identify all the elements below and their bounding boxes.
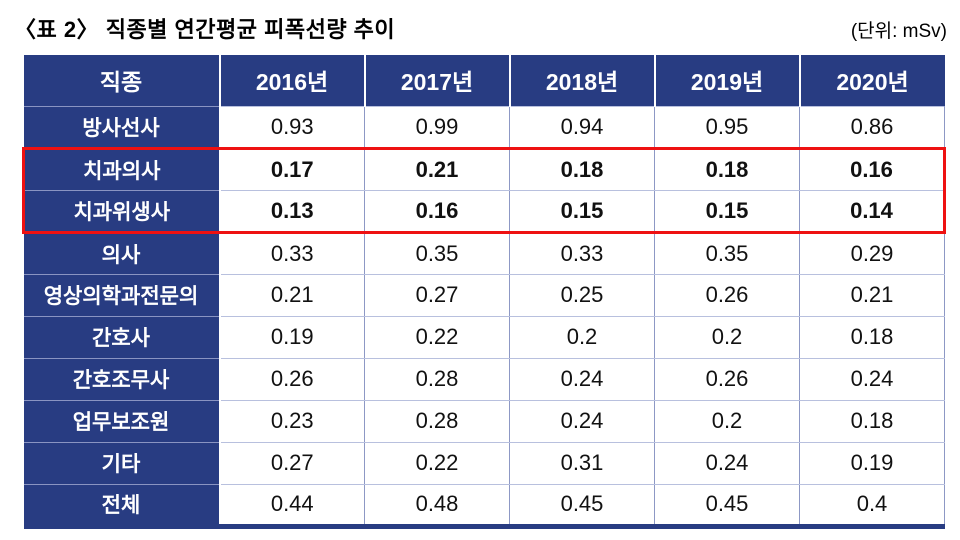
table-row: 치과의사 0.17 0.21 0.18 0.18 0.16 xyxy=(22,146,946,191)
value-cell: 0.31 xyxy=(509,441,655,485)
value-cell: 0.48 xyxy=(364,483,510,527)
table-row: 업무보조원 0.23 0.28 0.24 0.2 0.18 xyxy=(23,399,945,443)
value-cell: 0.22 xyxy=(364,315,510,359)
table-header: 직종 2016년 2017년 2018년 2019년 2020년 xyxy=(23,55,945,106)
document-page: 〈표 2〉 직종별 연간평균 피폭선량 추이 (단위: mSv) 직종 2016년… xyxy=(14,12,947,529)
value-cell: 0.35 xyxy=(654,231,800,275)
value-cell: 0.18 xyxy=(654,146,800,191)
year-column-header: 2016년 xyxy=(218,55,365,106)
value-cell: 0.18 xyxy=(799,399,945,443)
unit-label: (단위: mSv) xyxy=(850,21,947,42)
table-title: 〈표 2〉 직종별 연간평균 피폭선량 추이 xyxy=(14,17,396,42)
value-cell: 0.24 xyxy=(799,357,945,401)
row-label: 전체 xyxy=(23,483,221,526)
value-cell: 0.18 xyxy=(799,315,945,359)
title-row: 〈표 2〉 직종별 연간평균 피폭선량 추이 (단위: mSv) xyxy=(14,12,947,44)
value-cell: 0.45 xyxy=(509,483,655,527)
value-cell: 0.45 xyxy=(654,483,800,527)
year-column-header: 2020년 xyxy=(798,55,945,106)
value-cell: 0.24 xyxy=(654,441,800,485)
value-cell: 0.15 xyxy=(654,189,800,234)
row-label: 의사 xyxy=(23,231,221,274)
value-cell: 0.26 xyxy=(219,357,365,401)
value-cell: 0.16 xyxy=(799,146,946,191)
value-cell: 0.94 xyxy=(509,105,655,149)
row-label: 치과의사 xyxy=(22,146,221,190)
table-row: 간호조무사 0.26 0.28 0.24 0.26 0.24 xyxy=(23,357,945,401)
year-column-header: 2019년 xyxy=(653,55,800,106)
value-cell: 0.29 xyxy=(799,231,945,275)
value-cell: 0.2 xyxy=(654,315,800,359)
table-row: 의사 0.33 0.35 0.33 0.35 0.29 xyxy=(23,231,945,275)
row-label: 방사선사 xyxy=(23,105,221,148)
row-label: 치과위생사 xyxy=(22,189,221,234)
value-cell: 0.35 xyxy=(364,231,510,275)
header-row: 직종 2016년 2017년 2018년 2019년 2020년 xyxy=(23,55,945,106)
value-cell: 0.24 xyxy=(509,357,655,401)
table-body: 방사선사 0.93 0.99 0.94 0.95 0.86 치과의사 0.17 0.21 0.18… xyxy=(22,105,946,527)
table-row: 기타 0.27 0.22 0.31 0.24 0.19 xyxy=(23,441,945,485)
value-cell: 0.19 xyxy=(799,441,945,485)
row-label: 간호사 xyxy=(23,315,221,358)
value-cell: 0.86 xyxy=(799,105,945,149)
value-cell: 0.23 xyxy=(219,399,365,443)
occupation-column-header: 직종 xyxy=(23,55,220,106)
value-cell: 0.17 xyxy=(219,146,365,191)
value-cell: 0.26 xyxy=(654,357,800,401)
value-cell: 0.26 xyxy=(654,273,800,317)
value-cell: 0.19 xyxy=(219,315,365,359)
value-cell: 0.33 xyxy=(509,231,655,275)
table-row: 치과위생사 0.13 0.16 0.15 0.15 0.14 xyxy=(22,189,946,234)
value-cell: 0.27 xyxy=(219,441,365,485)
value-cell: 0.13 xyxy=(219,189,365,234)
exposure-table: 직종 2016년 2017년 2018년 2019년 2020년 방사선사 0.93 0.99… xyxy=(22,55,946,529)
row-label: 영상의학과전문의 xyxy=(23,273,221,316)
value-cell: 0.21 xyxy=(799,273,945,317)
value-cell: 0.21 xyxy=(219,273,365,317)
value-cell: 0.99 xyxy=(364,105,510,149)
value-cell: 0.93 xyxy=(219,105,365,149)
year-column-header: 2017년 xyxy=(363,55,510,106)
value-cell: 0.28 xyxy=(364,357,510,401)
value-cell: 0.24 xyxy=(509,399,655,443)
value-cell: 0.22 xyxy=(364,441,510,485)
value-cell: 0.4 xyxy=(799,483,945,527)
value-cell: 0.2 xyxy=(509,315,655,359)
value-cell: 0.14 xyxy=(799,189,946,234)
value-cell: 0.27 xyxy=(364,273,510,317)
value-cell: 0.15 xyxy=(509,189,655,234)
value-cell: 0.28 xyxy=(364,399,510,443)
value-cell: 0.44 xyxy=(219,483,365,527)
table-row: 영상의학과전문의 0.21 0.27 0.25 0.26 0.21 xyxy=(23,273,945,317)
row-label: 간호조무사 xyxy=(23,357,221,400)
value-cell: 0.2 xyxy=(654,399,800,443)
value-cell: 0.25 xyxy=(509,273,655,317)
year-column-header: 2018년 xyxy=(508,55,655,106)
table-row: 방사선사 0.93 0.99 0.94 0.95 0.86 xyxy=(23,105,945,149)
value-cell: 0.33 xyxy=(219,231,365,275)
value-cell: 0.18 xyxy=(509,146,655,191)
row-label: 업무보조원 xyxy=(23,399,221,442)
table-row: 전체 0.44 0.48 0.45 0.45 0.4 xyxy=(23,483,945,527)
row-label: 기타 xyxy=(23,441,221,484)
table-row: 간호사 0.19 0.22 0.2 0.2 0.18 xyxy=(23,315,945,359)
value-cell: 0.16 xyxy=(364,189,510,234)
value-cell: 0.95 xyxy=(654,105,800,149)
value-cell: 0.21 xyxy=(364,146,510,191)
